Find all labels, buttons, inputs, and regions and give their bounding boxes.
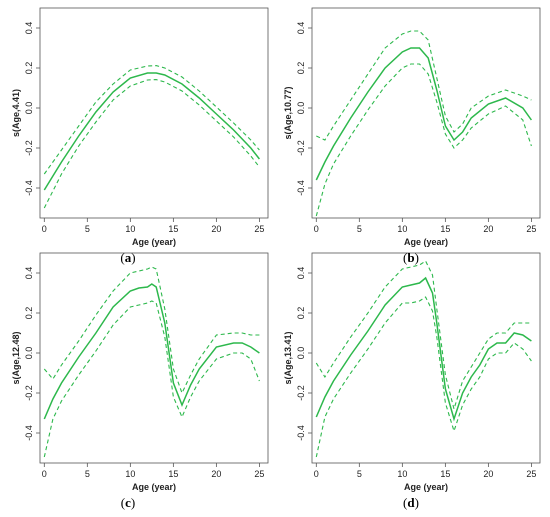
x-tick-label: 10 [125,224,135,234]
y-axis-title: s(Age,4.41) [11,89,21,137]
x-tick-label: 10 [397,224,407,234]
y-tick-label: 0.0 [24,347,34,360]
y-tick-label: -0.4 [24,180,34,196]
y-tick-label: 0.4 [24,267,34,280]
x-tick-label: 15 [440,469,450,479]
y-tick-label: -0.2 [24,140,34,156]
lower-band-line [315,63,532,217]
panel-label-a: (a) [120,250,135,265]
panel-label-c: (c) [121,495,135,510]
fit-line [315,276,532,422]
x-tick-label: 15 [168,469,178,479]
y-tick-label: 0.4 [24,22,34,35]
y-tick-label: -0.4 [296,180,306,196]
plot-frame [311,252,541,464]
x-tick-label: 5 [357,224,362,234]
y-tick-label: -0.4 [24,425,34,441]
plot-frame [311,7,541,219]
x-tick-label: 25 [526,224,536,234]
y-tick-label: 0.2 [24,62,34,75]
x-tick-label: 20 [211,469,221,479]
x-tick-label: 5 [357,469,362,479]
x-tick-label: 15 [440,224,450,234]
x-axis-title: Age (year) [404,482,448,492]
x-axis-title: Age (year) [132,237,176,247]
lower-band-line [43,79,260,209]
lower-band-line [315,296,532,458]
x-tick-label: 10 [125,469,135,479]
upper-band-line [316,30,532,141]
y-tick-label: -0.2 [296,385,306,401]
y-tick-label: 0.0 [24,102,34,115]
panel-label-d: (d) [403,495,419,510]
y-tick-label: 0.0 [296,102,306,115]
panel-c: 0 5 10 15 20 25 -0.4 -0.2 0.0 0.2 0.4 Age (year) s(A… [11,252,269,492]
panel-label-b: (b) [403,250,419,265]
y-axis-title: s(Age,10.77) [283,86,293,139]
y-tick-label: -0.2 [24,385,34,401]
upper-band-line [43,65,260,175]
x-tick-label: 25 [254,469,264,479]
upper-band-line [315,260,532,412]
x-axis-title: Age (year) [404,237,448,247]
y-tick-label: 0.4 [296,22,306,35]
x-axis-title: Age (year) [132,482,176,492]
x-tick-label: 25 [254,224,264,234]
fit-line [43,283,260,420]
panel-b: 0 5 10 15 20 25 -0.4 -0.2 0.0 0.2 0.4 Age (year) s(A… [283,7,541,247]
x-tick-label: 20 [211,224,221,234]
panel-a: 0 5 10 15 20 25 -0.4 -0.2 0.0 0.2 0.4 Age (year) s(A… [11,7,269,247]
x-tick-label: 25 [526,469,536,479]
x-tick-label: 5 [85,469,90,479]
y-tick-label: 0.4 [296,267,306,280]
plot-frame [39,252,269,464]
y-tick-label: 0.2 [296,307,306,320]
plot-frame [39,7,269,219]
y-tick-label: 0.2 [24,307,34,320]
x-tick-label: 10 [397,469,407,479]
x-tick-label: 0 [42,224,47,234]
x-tick-label: 15 [168,224,178,234]
panel-d: 0 5 10 15 20 25 -0.4 -0.2 0.0 0.2 0.4 Age (year) s(A… [283,252,541,492]
upper-band-line [43,266,260,395]
x-tick-label: 0 [314,469,319,479]
y-axis-title: s(Age,12.48) [11,331,21,384]
fit-line [315,47,533,181]
lower-band-line [43,300,260,458]
x-tick-label: 20 [483,469,493,479]
fit-line [43,72,260,191]
y-tick-label: -0.4 [296,425,306,441]
x-tick-label: 20 [483,224,493,234]
y-tick-label: -0.2 [296,140,306,156]
x-tick-label: 0 [42,469,47,479]
x-tick-label: 5 [85,224,90,234]
y-axis-title: s(Age,13.41) [283,331,293,384]
x-tick-label: 0 [314,224,319,234]
y-tick-label: 0.2 [296,62,306,75]
y-tick-label: 0.0 [296,347,306,360]
